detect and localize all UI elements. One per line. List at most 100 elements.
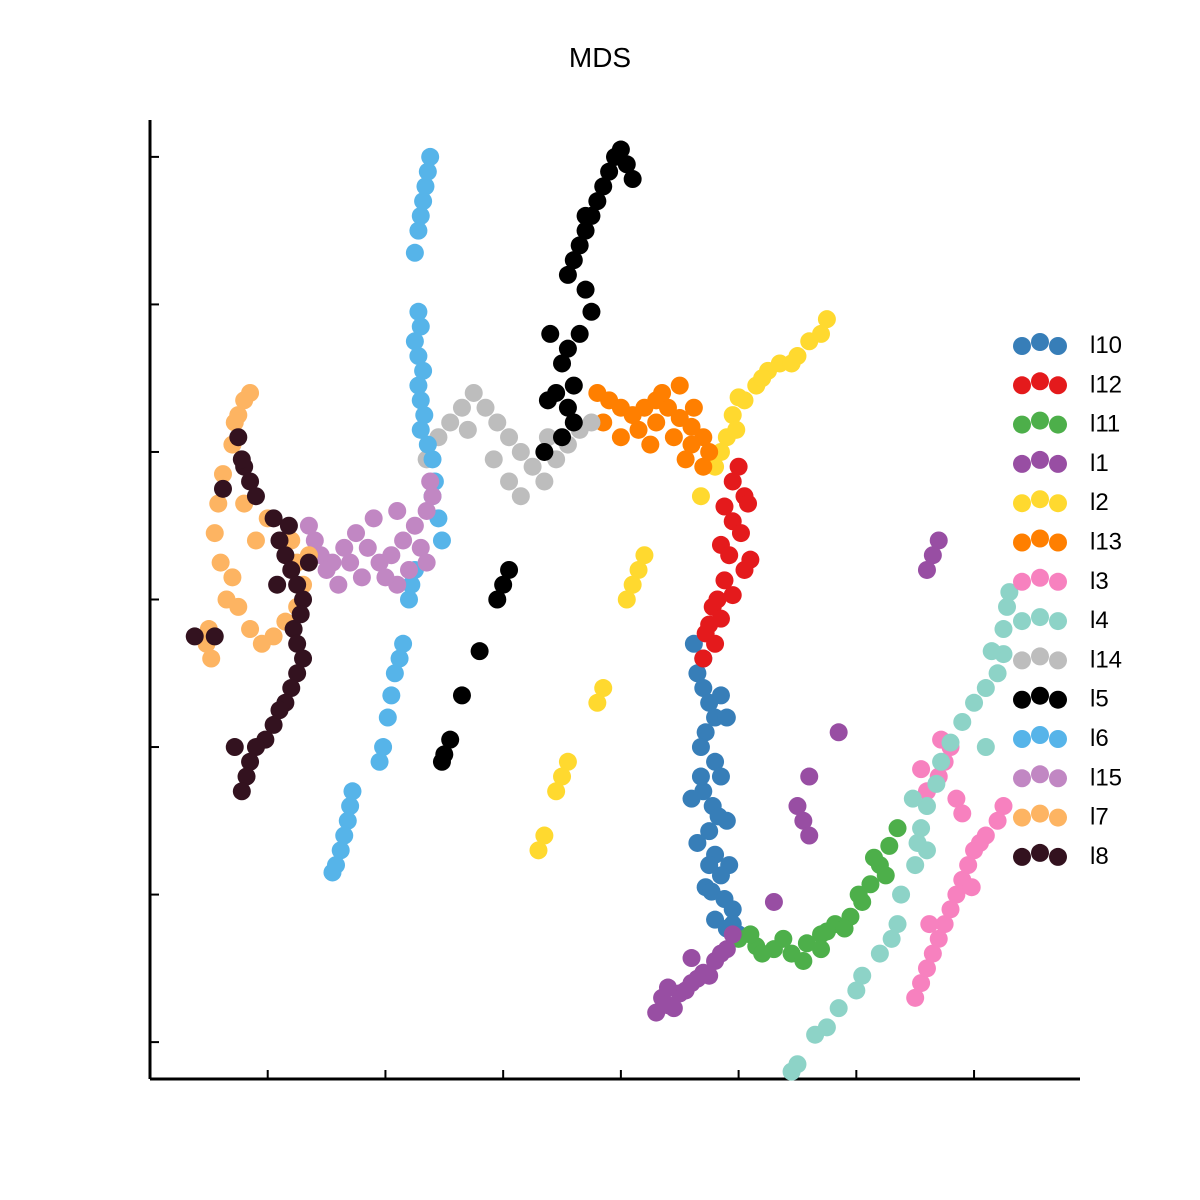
series-l4 bbox=[782, 583, 1019, 1081]
legend-label: l12 bbox=[1090, 371, 1122, 398]
data-point-l8 bbox=[232, 450, 251, 469]
data-point-l2 bbox=[753, 369, 772, 388]
data-point-l11 bbox=[797, 934, 816, 953]
legend-marker bbox=[1049, 612, 1067, 631]
data-point-l5 bbox=[452, 686, 471, 705]
data-point-l6 bbox=[411, 420, 430, 439]
legend-marker bbox=[1031, 411, 1049, 430]
data-point-l15 bbox=[335, 538, 354, 557]
data-point-l11 bbox=[794, 951, 813, 970]
data-point-l8 bbox=[294, 649, 313, 668]
legend-marker bbox=[1013, 651, 1031, 670]
data-point-l8 bbox=[288, 634, 307, 653]
legend-entry-l5: l5 bbox=[1013, 686, 1109, 713]
data-point-l6 bbox=[374, 738, 393, 757]
data-point-l12 bbox=[706, 634, 725, 653]
series-l1 bbox=[647, 531, 948, 1022]
series-l3 bbox=[906, 730, 1013, 1007]
legend-marker bbox=[1049, 376, 1067, 395]
data-point-l4 bbox=[829, 999, 848, 1018]
data-point-l4 bbox=[906, 856, 925, 875]
data-point-l7 bbox=[264, 627, 283, 646]
data-point-l2 bbox=[729, 388, 748, 407]
data-point-l4 bbox=[912, 819, 931, 838]
legend-label: l15 bbox=[1090, 764, 1122, 791]
data-point-l6 bbox=[432, 531, 451, 550]
data-point-l6 bbox=[418, 162, 437, 181]
legend-label: l3 bbox=[1090, 568, 1109, 595]
data-point-l8 bbox=[237, 767, 256, 786]
data-point-l13 bbox=[664, 428, 683, 447]
data-point-l5 bbox=[588, 192, 607, 211]
legend-entry-l2: l2 bbox=[1013, 489, 1109, 516]
data-point-l10 bbox=[711, 767, 730, 786]
data-point-l8 bbox=[246, 738, 265, 757]
data-point-l3 bbox=[988, 811, 1007, 830]
data-point-l6 bbox=[405, 243, 424, 262]
data-point-l2 bbox=[553, 767, 572, 786]
legend-marker bbox=[1031, 529, 1049, 548]
data-point-l15 bbox=[388, 501, 407, 520]
data-point-l15 bbox=[405, 516, 424, 535]
data-point-l15 bbox=[421, 472, 440, 491]
data-point-l8 bbox=[294, 590, 313, 609]
data-point-l4 bbox=[888, 915, 907, 934]
legend-marker bbox=[1031, 647, 1049, 666]
data-point-l5 bbox=[564, 413, 583, 432]
series-l8 bbox=[185, 428, 318, 801]
data-point-l2 bbox=[588, 693, 607, 712]
series-l6 bbox=[323, 147, 451, 882]
data-point-l5 bbox=[441, 730, 460, 749]
data-point-l6 bbox=[409, 347, 428, 366]
data-point-l4 bbox=[976, 679, 995, 698]
data-point-l6 bbox=[411, 391, 430, 410]
legend-entry-l12: l12 bbox=[1013, 371, 1122, 398]
data-point-l6 bbox=[341, 797, 360, 816]
data-point-l1 bbox=[929, 531, 948, 550]
data-point-l3 bbox=[947, 789, 966, 808]
data-point-l3 bbox=[994, 797, 1013, 816]
series-l2 bbox=[529, 310, 836, 860]
data-point-l4 bbox=[988, 664, 1007, 683]
data-point-l6 bbox=[416, 177, 435, 196]
data-point-l2 bbox=[635, 546, 654, 565]
data-point-l10 bbox=[691, 767, 710, 786]
data-point-l7 bbox=[211, 553, 230, 572]
data-point-l6 bbox=[394, 634, 413, 653]
data-point-l5 bbox=[623, 170, 642, 189]
data-point-l5 bbox=[553, 354, 572, 373]
data-point-l4 bbox=[892, 885, 911, 904]
legend-label: l11 bbox=[1090, 411, 1120, 438]
data-point-l4 bbox=[998, 597, 1017, 616]
data-point-l5 bbox=[535, 442, 554, 461]
data-point-l2 bbox=[817, 310, 836, 329]
legend-marker bbox=[1013, 494, 1031, 513]
data-point-l15 bbox=[305, 531, 324, 550]
data-point-l10 bbox=[723, 900, 742, 919]
data-point-l1 bbox=[917, 560, 936, 579]
data-point-l2 bbox=[558, 752, 577, 771]
legend-marker bbox=[1013, 769, 1031, 788]
legend-marker bbox=[1013, 612, 1031, 631]
data-point-l5 bbox=[558, 398, 577, 417]
legend-marker bbox=[1031, 568, 1049, 587]
data-point-l3 bbox=[917, 959, 936, 978]
data-point-l2 bbox=[594, 679, 613, 698]
data-point-l11 bbox=[876, 866, 895, 885]
data-point-l7 bbox=[225, 413, 244, 432]
data-point-l15 bbox=[382, 546, 401, 565]
data-point-l2 bbox=[623, 575, 642, 594]
data-point-l5 bbox=[538, 391, 557, 410]
data-point-l6 bbox=[323, 863, 342, 882]
data-point-l5 bbox=[582, 302, 601, 321]
data-point-l5 bbox=[541, 324, 560, 343]
data-point-l5 bbox=[558, 339, 577, 358]
data-point-l1 bbox=[923, 546, 942, 565]
data-point-l13 bbox=[670, 376, 689, 395]
data-point-l11 bbox=[849, 885, 868, 904]
legend-marker bbox=[1013, 808, 1031, 827]
data-point-l10 bbox=[696, 723, 715, 742]
data-point-l5 bbox=[617, 155, 636, 174]
data-point-l7 bbox=[241, 383, 260, 402]
